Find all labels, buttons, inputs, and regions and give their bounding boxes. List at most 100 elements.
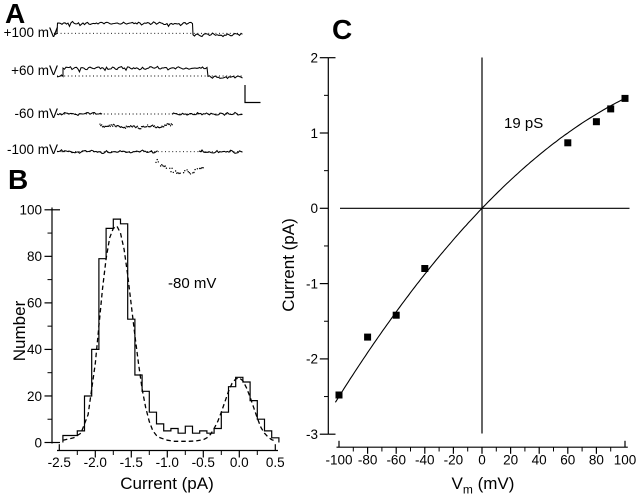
trace-dot — [171, 167, 173, 169]
tick-label: -2.5 — [48, 455, 71, 470]
trace-dot — [164, 165, 166, 167]
tick-label: -80 — [358, 453, 378, 468]
tick-label: -3 — [306, 427, 318, 442]
tick-label: 100 — [19, 203, 42, 218]
trace-dot — [170, 171, 172, 173]
trace-dot — [165, 167, 168, 169]
trace-dot — [179, 172, 181, 174]
trace-dot — [136, 125, 139, 127]
trace-dot — [202, 167, 204, 169]
trace-dot — [118, 125, 121, 128]
trace-dot — [194, 168, 196, 171]
trace-dot — [155, 161, 157, 164]
current-trace — [56, 65, 243, 80]
tick-label: -1 — [306, 276, 318, 291]
iv-data-point — [421, 265, 429, 272]
current-trace — [56, 149, 243, 175]
trace-dot — [163, 126, 165, 128]
trace-dot — [163, 165, 165, 168]
tick-label: 0 — [34, 435, 42, 450]
trace-line — [56, 149, 243, 154]
iv-data-point — [607, 105, 615, 113]
panel-b-letter: B — [8, 164, 29, 195]
trace-dot — [115, 126, 117, 128]
iv-data-point — [621, 94, 629, 102]
tick-label: 1 — [310, 126, 318, 141]
trace-dot — [142, 125, 144, 127]
trace-dot — [129, 126, 131, 128]
tick-label: -0.5 — [192, 455, 215, 470]
open-level-scatter — [155, 158, 204, 175]
trace-dot — [146, 125, 148, 128]
panel-b-histogram: 0 20 40 60 80 100 -2.5 -2.0 -1.5 -1.0 -0.5 0.0 0.5 — [19, 203, 284, 470]
trace-dot — [186, 169, 188, 171]
iv-data-point — [364, 333, 372, 341]
panel-c-annotation: 19 pS — [504, 115, 544, 132]
trace-dot — [200, 167, 202, 170]
trace-dot — [100, 124, 102, 127]
tick-label: 100 — [614, 453, 637, 468]
tick-label: 40 — [27, 342, 42, 357]
trace-dot — [153, 125, 156, 127]
trace-dot — [124, 127, 127, 129]
trace-label-plus60: +60 mV — [11, 63, 58, 78]
panel-b-y-axis-title: Number — [10, 300, 29, 362]
trace-dot — [171, 124, 173, 126]
trace-dot — [187, 171, 189, 173]
trace-dot — [177, 172, 179, 174]
tick-label: 60 — [27, 296, 42, 311]
tick-label: -2.0 — [84, 455, 107, 470]
trace-dot — [192, 172, 194, 174]
trace-dot — [160, 126, 162, 128]
trace-dot — [196, 168, 199, 170]
trace-dot — [120, 125, 122, 128]
open-level-scatter — [99, 122, 173, 130]
tick-label: 0 — [310, 201, 318, 216]
tick-label: 40 — [532, 453, 547, 468]
iv-data-point — [564, 139, 572, 147]
trace-dot — [99, 123, 101, 125]
trace-dot — [182, 172, 185, 174]
trace-dot — [130, 125, 133, 127]
tick-label: -20 — [444, 453, 464, 468]
trace-dot — [103, 126, 105, 128]
trace-dot — [106, 125, 109, 127]
trace-dot — [152, 124, 154, 126]
trace-dot — [140, 128, 142, 130]
trace-dot — [131, 126, 133, 128]
histogram-outline — [62, 218, 280, 443]
panel-c-letter: C — [332, 14, 353, 45]
panel-c-x-axis-title-unit: (mV) — [472, 474, 515, 493]
current-trace — [53, 20, 243, 38]
trace-dot — [161, 164, 163, 166]
trace-dot — [157, 126, 159, 128]
trace-dot — [184, 170, 186, 172]
tick-label: 2 — [310, 51, 318, 66]
trace-dot — [178, 172, 180, 175]
trace-dot — [133, 125, 135, 127]
trace-dot — [170, 123, 173, 125]
panel-a-traces — [53, 20, 261, 175]
trace-dot — [107, 125, 110, 127]
trace-dot — [135, 126, 138, 128]
trace-dot — [109, 125, 111, 128]
trace-dot — [146, 124, 149, 126]
trace-label-plus100: +100 mV — [3, 25, 58, 40]
tick-label: 60 — [560, 453, 575, 468]
iv-data-point — [392, 311, 400, 319]
trace-dot — [102, 125, 105, 128]
trace-dot — [157, 161, 159, 163]
panel-c-x-axis-title-base: V — [451, 474, 463, 493]
trace-dot — [164, 124, 167, 126]
trace-dot — [165, 124, 167, 126]
trace-dot — [167, 122, 169, 125]
tick-label: 80 — [27, 249, 42, 264]
trace-dot — [134, 126, 136, 128]
trace-dot — [125, 125, 127, 127]
tick-label: 0.5 — [266, 455, 285, 470]
trace-dot — [156, 158, 158, 161]
trace-dot — [111, 124, 113, 126]
trace-dot — [159, 165, 162, 167]
